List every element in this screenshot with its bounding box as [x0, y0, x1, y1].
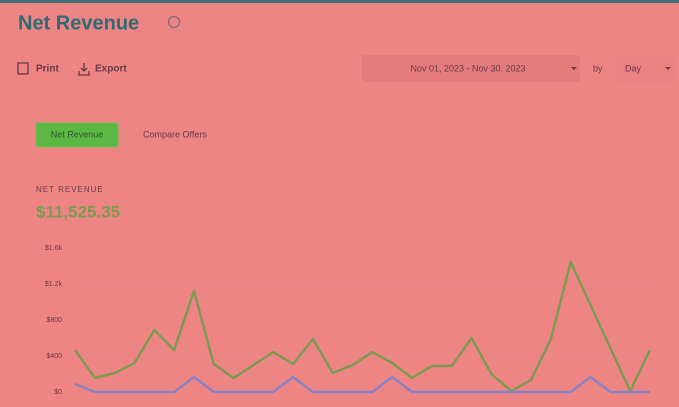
export-icon[interactable] — [78, 63, 90, 76]
top-strip — [0, 0, 679, 3]
summary-value: $11,525.35 — [36, 202, 120, 221]
by-label: by — [593, 63, 603, 73]
series-line — [74, 375, 650, 394]
y-tick-label: $400 — [46, 353, 62, 360]
export-button[interactable]: Export — [95, 64, 127, 75]
y-tick-label: $0 — [54, 389, 62, 396]
summary-label: NET REVENUE — [36, 185, 104, 194]
granularity-dropdown[interactable] — [616, 55, 676, 82]
date-dropdown[interactable] — [362, 55, 580, 82]
series-line — [74, 260, 652, 393]
page-title: Net Revenue — [18, 12, 139, 34]
tab-active[interactable] — [35, 122, 119, 148]
y-tick-label: $800 — [46, 317, 62, 324]
caret — [665, 67, 671, 70]
print-icon[interactable] — [17, 62, 29, 75]
y-tick-label: $1.2k — [45, 281, 63, 288]
y-tick-label: $1.6k — [45, 245, 63, 252]
granularity: Day — [625, 63, 642, 73]
info-icon[interactable] — [167, 15, 181, 29]
print-button[interactable]: Print — [36, 64, 59, 75]
date-range: Nov 01, 2023 - Nov 30, 2023 — [410, 63, 525, 73]
tab-other[interactable]: Compare Offers — [143, 129, 207, 139]
tab-active-label: Net Revenue — [51, 129, 104, 139]
caret — [571, 67, 577, 70]
